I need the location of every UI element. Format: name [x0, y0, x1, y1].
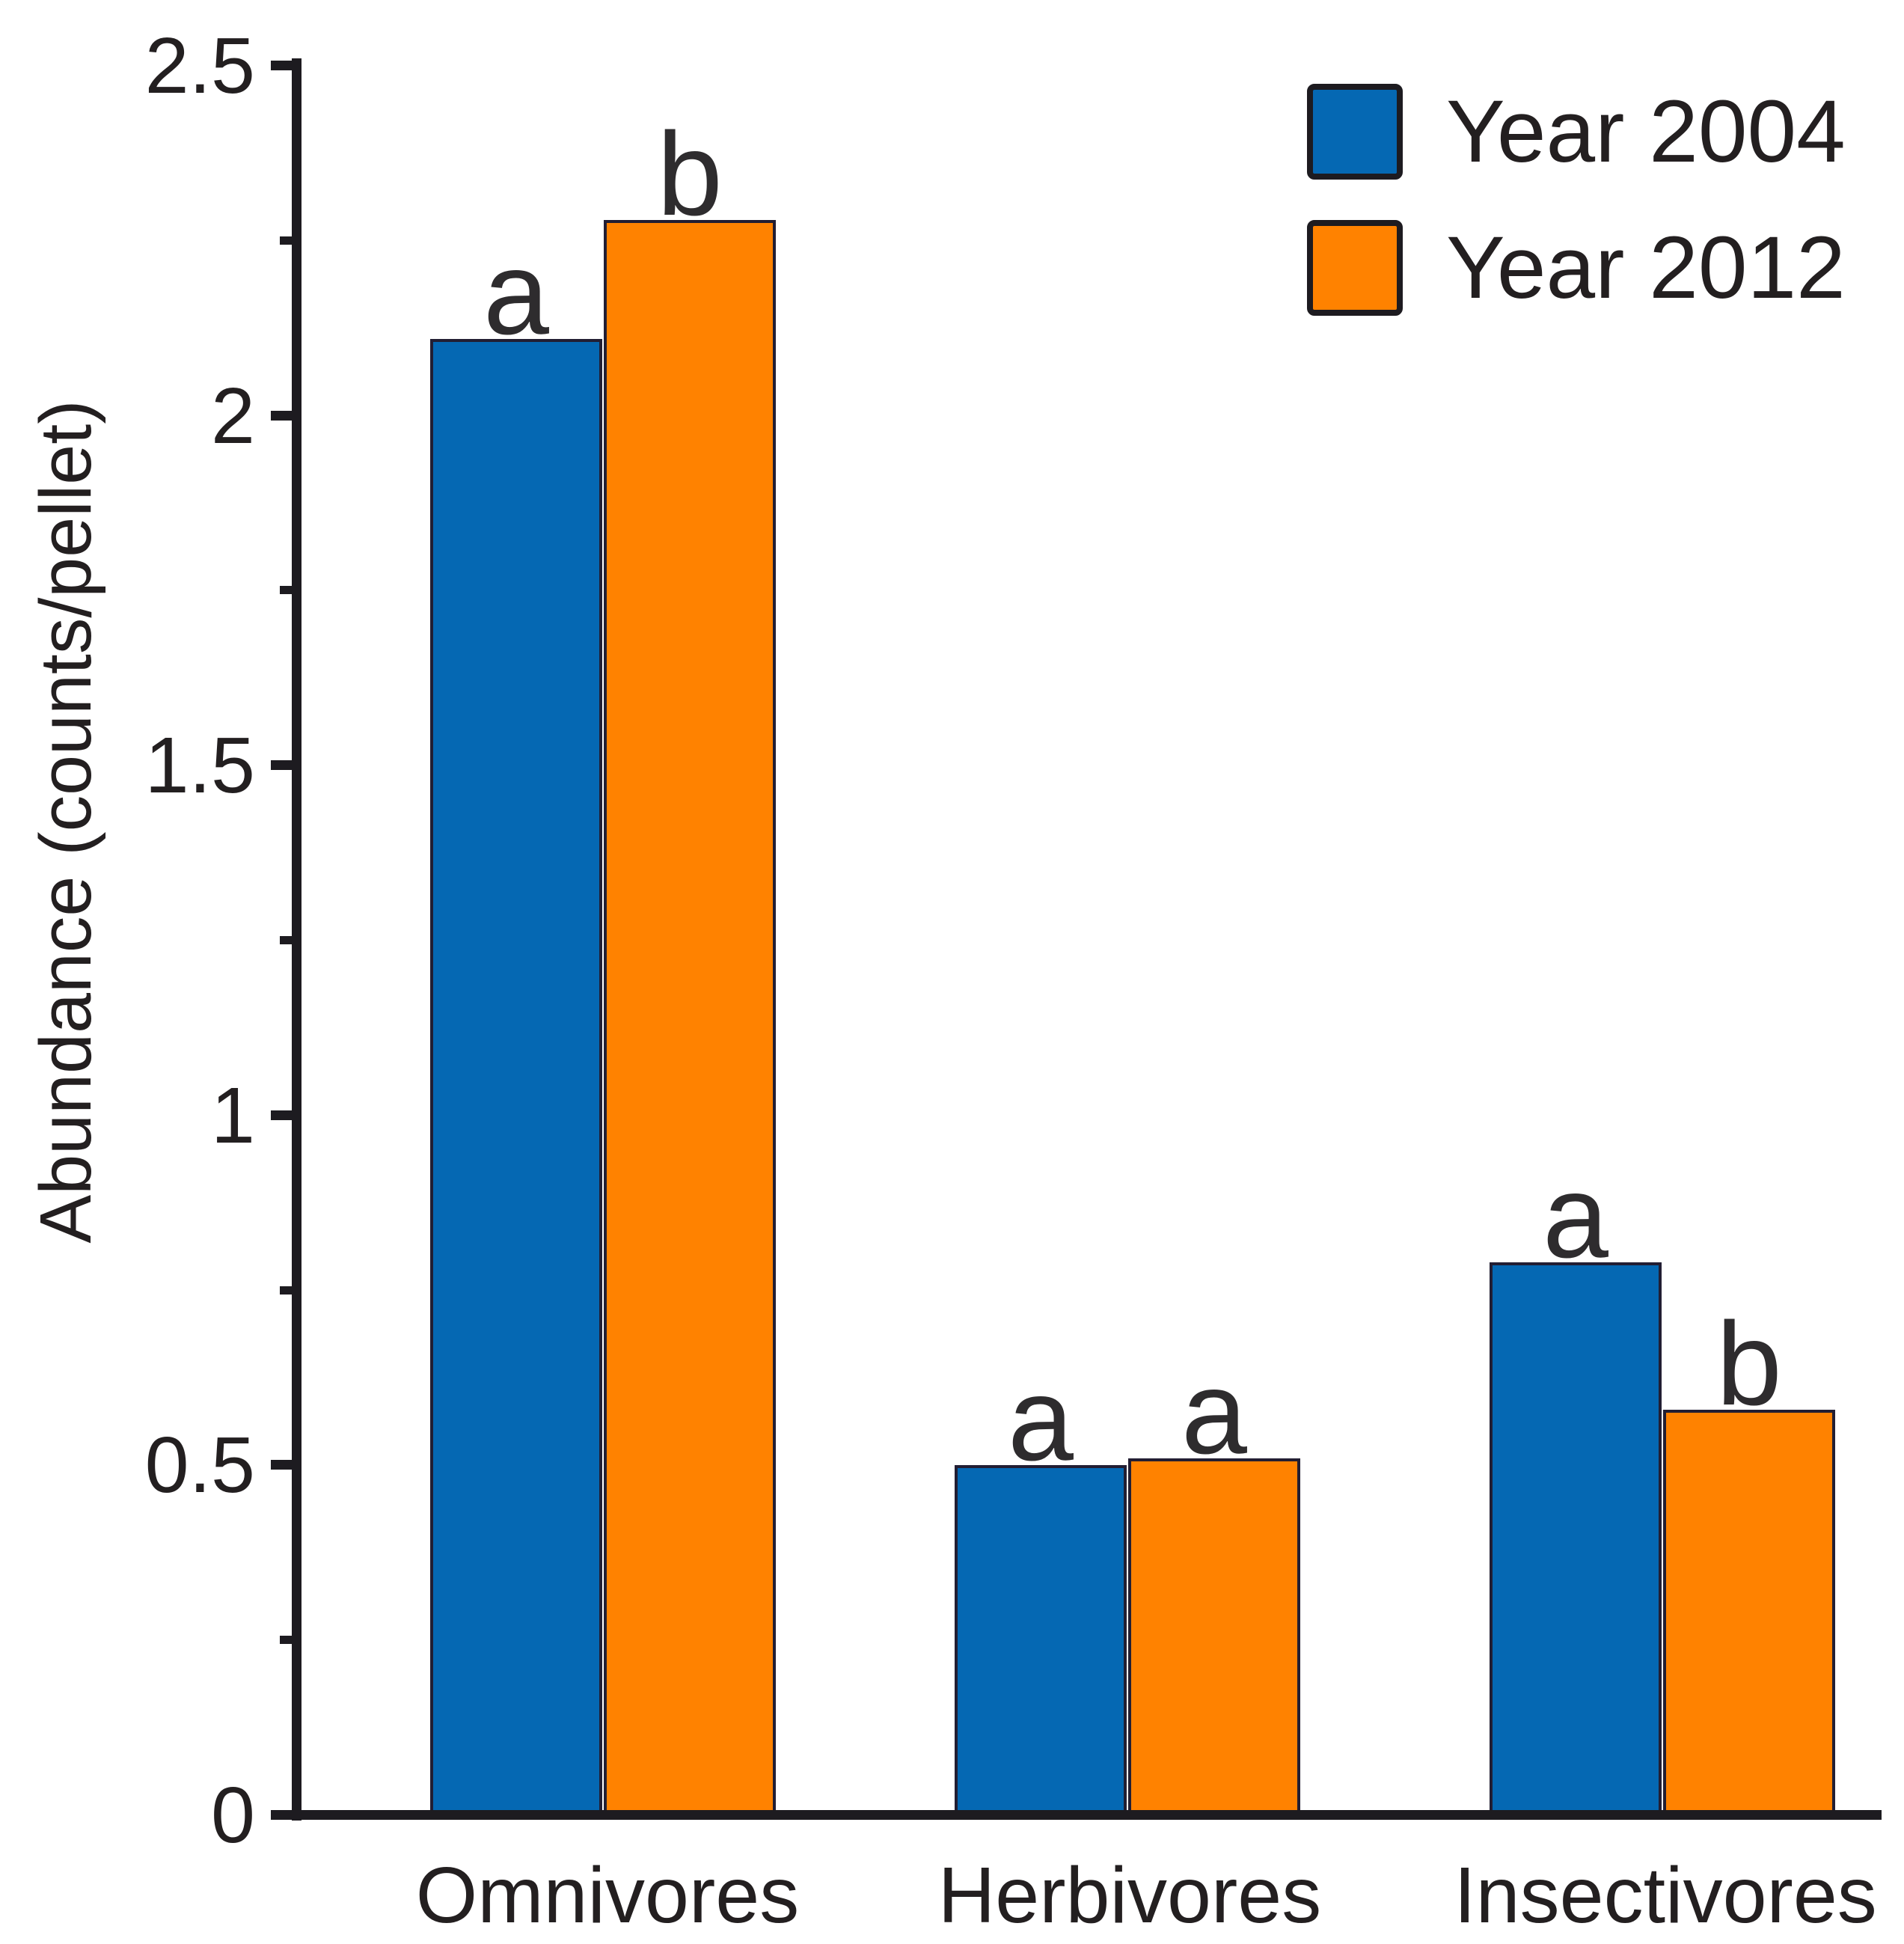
significance-letter: a [1008, 1354, 1074, 1485]
y-minor-tick [280, 586, 301, 594]
legend: Year 2004 Year 2012 [1307, 84, 1846, 356]
significance-letter: a [1181, 1347, 1247, 1479]
y-major-tick [271, 1110, 301, 1120]
y-major-tick [271, 1460, 301, 1470]
x-axis-line [287, 1810, 1882, 1820]
significance-letter: a [483, 227, 549, 359]
bar-omnivores-year-2004 [430, 339, 602, 1815]
significance-letter: b [657, 108, 723, 240]
y-tick-label: 2 [211, 372, 255, 460]
y-tick-label: 1.5 [144, 721, 255, 810]
bar-omnivores-year-2012 [604, 220, 776, 1815]
y-tick-label: 1 [211, 1072, 255, 1160]
y-minor-tick [280, 936, 301, 944]
bar-insectivores-year-2004 [1490, 1262, 1662, 1815]
legend-label: Year 2004 [1446, 82, 1846, 181]
significance-letter: a [1543, 1151, 1608, 1283]
y-minor-tick [280, 236, 301, 245]
legend-swatch-icon [1307, 220, 1403, 316]
legend-swatch-icon [1307, 84, 1403, 180]
y-major-tick [271, 1810, 301, 1820]
y-minor-tick [280, 1286, 301, 1295]
y-minor-tick [280, 1636, 301, 1644]
bar-herbivores-year-2004 [955, 1465, 1127, 1815]
legend-row: Year 2004 [1307, 84, 1846, 180]
bar-insectivores-year-2012 [1663, 1410, 1835, 1815]
legend-label: Year 2012 [1446, 218, 1846, 317]
y-tick-label: 2.5 [144, 22, 255, 110]
category-label-herbivores: Herbivores [937, 1851, 1322, 1940]
category-label-omnivores: Omnivores [415, 1851, 800, 1940]
y-major-tick [271, 760, 301, 770]
significance-letter: b [1716, 1298, 1782, 1430]
y-major-tick [271, 411, 301, 421]
y-major-tick [271, 61, 301, 70]
y-tick-label: 0 [211, 1771, 255, 1859]
legend-row: Year 2012 [1307, 220, 1846, 316]
bar-herbivores-year-2012 [1128, 1458, 1300, 1815]
category-label-insectivores: Insectivores [1454, 1851, 1877, 1940]
y-tick-label: 0.5 [144, 1421, 255, 1509]
